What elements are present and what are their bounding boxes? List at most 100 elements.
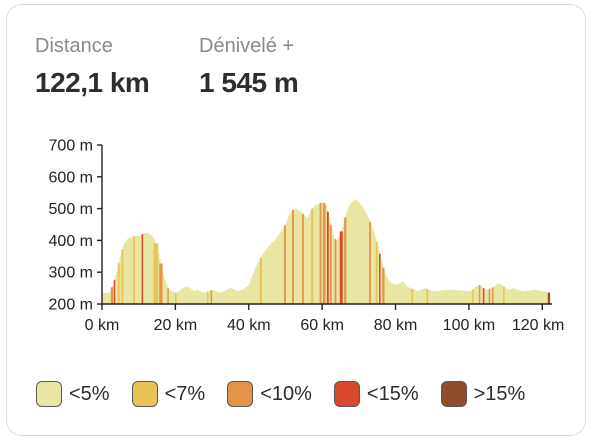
profile-bar — [532, 289, 534, 304]
steep-segment — [334, 239, 337, 304]
profile-bar — [199, 291, 202, 304]
profile-bar — [204, 292, 206, 304]
profile-bar — [507, 288, 509, 304]
profile-bar — [533, 289, 535, 304]
steep-segment — [283, 225, 286, 304]
steep-segment — [379, 253, 381, 304]
profile-bar — [336, 240, 338, 304]
profile-bar — [433, 291, 435, 304]
profile-bar — [401, 282, 403, 304]
legend-item: <7% — [131, 381, 205, 407]
profile-bar — [150, 235, 152, 304]
gradient-legend: <5% <7% <10% <15% >15% — [36, 380, 547, 408]
profile-bar — [544, 291, 546, 304]
profile-bar — [422, 288, 424, 304]
profile-bar — [530, 290, 532, 304]
profile-bar — [466, 291, 468, 304]
profile-bar — [493, 286, 496, 304]
profile-bar — [430, 290, 432, 304]
profile-bar — [450, 289, 453, 304]
profile-bar — [359, 203, 362, 304]
profile-bar — [496, 284, 498, 304]
profile-bar — [384, 274, 387, 304]
profile-bar — [103, 292, 105, 304]
profile-bar — [182, 288, 184, 304]
profile-bar — [358, 202, 360, 304]
profile-bar — [176, 292, 179, 304]
profile-bar — [172, 291, 174, 304]
steep-segment — [339, 231, 343, 304]
profile-bar — [475, 286, 477, 304]
profile-bar — [240, 289, 243, 304]
profile-bar — [435, 290, 438, 304]
profile-bar — [151, 236, 154, 304]
profile-bar — [162, 273, 165, 304]
profile-bar — [485, 288, 487, 304]
steep-segment — [159, 263, 163, 304]
profile-bar — [127, 238, 129, 304]
profile-bar — [408, 287, 410, 304]
profile-bar — [253, 270, 256, 304]
profile-bar — [238, 290, 240, 304]
profile-bar — [303, 215, 305, 304]
profile-bar — [138, 236, 140, 304]
profile-bar — [361, 206, 364, 304]
profile-bar — [432, 291, 434, 304]
profile-bar — [421, 289, 423, 304]
profile-bar — [365, 212, 367, 304]
profile-bar — [490, 288, 493, 304]
legend-swatch — [227, 381, 254, 407]
profile-bar — [356, 200, 358, 304]
profile-bar — [183, 287, 185, 304]
x-tick-label: 80 km — [374, 317, 418, 334]
profile-bar — [391, 283, 393, 304]
profile-bar — [191, 289, 193, 304]
profile-bar — [115, 275, 117, 304]
profile-bar — [212, 289, 214, 304]
profile-bar — [363, 210, 366, 304]
profile-bar — [164, 280, 167, 304]
profile-bar — [480, 286, 483, 304]
profile-bar — [279, 233, 281, 304]
profile-bar — [230, 288, 233, 304]
profile-bar — [229, 288, 232, 304]
legend-swatch — [36, 381, 62, 407]
profile-bar — [410, 288, 412, 304]
profile-bar — [264, 250, 267, 304]
profile-bar — [296, 209, 299, 304]
profile-bar — [227, 289, 229, 304]
profile-bar — [406, 286, 409, 304]
steep-segment — [110, 287, 114, 304]
profile-bar — [249, 281, 251, 304]
profile-bar — [213, 290, 215, 304]
x-tick-label: 20 km — [154, 317, 198, 334]
steep-segment — [113, 279, 116, 304]
steep-segment — [472, 289, 474, 304]
profile-bar — [131, 236, 134, 304]
steep-segment — [547, 292, 550, 304]
profile-bar — [500, 284, 502, 304]
profile-bar — [458, 290, 461, 304]
profile-bar — [443, 290, 445, 304]
x-tick-label: 100 km — [443, 317, 495, 334]
profile-bar — [266, 249, 268, 304]
profile-bar — [420, 289, 422, 304]
profile-bar — [519, 290, 521, 304]
profile-bar — [388, 280, 390, 304]
steep-segment — [175, 292, 177, 304]
profile-bar — [423, 288, 425, 304]
profile-bar — [545, 292, 548, 304]
profile-bar — [248, 284, 250, 304]
profile-bar — [137, 236, 139, 304]
profile-bar — [360, 205, 363, 304]
steep-segment — [210, 290, 213, 304]
profile-bar — [487, 289, 489, 304]
profile-bar — [247, 285, 249, 304]
profile-bar — [469, 290, 472, 304]
profile-bar — [333, 237, 335, 304]
steep-segment — [121, 249, 124, 304]
profile-bar — [268, 246, 270, 304]
profile-bar — [106, 292, 108, 304]
profile-bar — [203, 292, 205, 304]
